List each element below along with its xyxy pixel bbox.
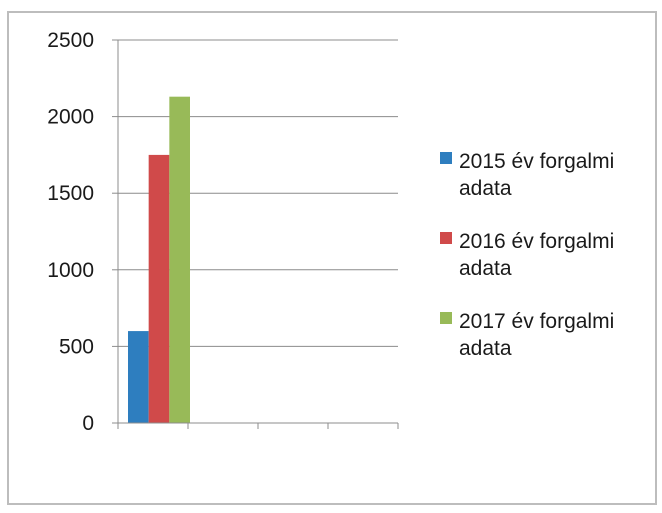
legend-label-2: 2016 év forgalmi adata <box>459 230 614 280</box>
y-tick-label-1500: 1500 <box>47 182 94 205</box>
bar-1 <box>128 331 149 423</box>
legend-swatch-2 <box>440 232 452 244</box>
axes: 0 500 1000 1500 2000 2500 <box>47 29 399 435</box>
y-tick-label-2000: 2000 <box>47 106 94 129</box>
legend-label-3: 2017 év forgalmi adata <box>459 310 614 360</box>
legend-swatch-1 <box>440 152 452 164</box>
bar-3 <box>169 96 190 424</box>
legend-item-3: 2017 év forgalmi adata <box>440 310 614 360</box>
y-tick-label-1000: 1000 <box>47 259 94 282</box>
chart-border <box>7 11 657 505</box>
legend: 2015 év forgalmi adata 2016 év forgalmi ada… <box>440 150 614 360</box>
legend-item-1: 2015 év forgalmi adata <box>440 150 614 200</box>
bar-2 <box>148 154 170 423</box>
plot-area <box>128 96 190 424</box>
legend-swatch-3 <box>440 312 452 324</box>
y-tick-label-0: 0 <box>82 412 94 435</box>
y-tick-label-2500: 2500 <box>47 29 94 52</box>
legend-item-2: 2016 év forgalmi adata <box>440 230 614 280</box>
y-tick-label-500: 500 <box>59 335 94 358</box>
legend-label-1: 2015 év forgalmi adata <box>459 150 614 200</box>
